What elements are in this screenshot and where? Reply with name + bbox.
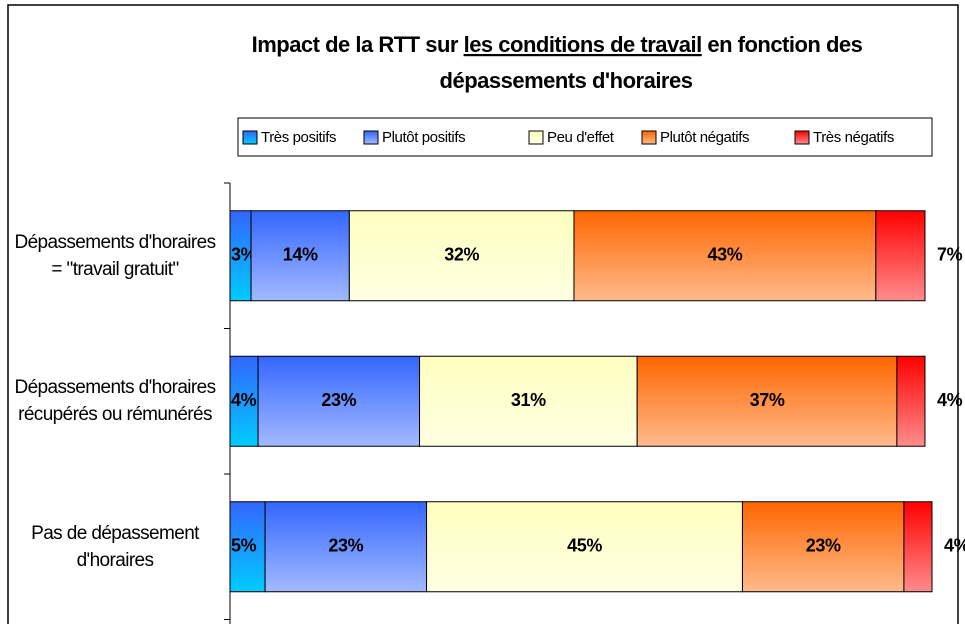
legend-label: Très négatifs: [813, 129, 894, 146]
value-label: 4%: [937, 390, 963, 410]
value-label: 23%: [806, 536, 841, 556]
bar-segment: [426, 501, 743, 593]
legend-swatch: [363, 130, 379, 145]
bar-segment: [903, 501, 933, 593]
legend-swatch: [242, 130, 258, 145]
bar-segment: [636, 355, 898, 447]
value-label: 4%: [231, 390, 257, 410]
legend-box: [237, 117, 933, 157]
bar-segment: [741, 501, 905, 593]
category-label: Pas de dépassement d'horaires: [31, 522, 199, 571]
legend-swatch: [794, 130, 810, 145]
legend-label: Plutôt positifs: [382, 129, 465, 146]
bar-segment: [875, 210, 926, 302]
title-part: Impact de la RTT sur: [252, 32, 464, 57]
value-label: 5%: [231, 536, 257, 556]
category-label: Dépassements d'horaires = "travail gratu…: [14, 231, 216, 280]
value-label: 3%: [231, 245, 257, 265]
bar-segment: [250, 210, 350, 302]
bar-segment: [896, 355, 926, 447]
legend-label: Très positifs: [261, 129, 336, 146]
bar-segment: [264, 501, 428, 593]
value-label: 23%: [321, 390, 356, 410]
value-label: 23%: [328, 536, 363, 556]
chart-title: Impact de la RTT sur les conditions de t…: [252, 32, 863, 57]
legend-label: Peu d'effet: [547, 129, 615, 146]
legend-label: Plutôt négatifs: [660, 129, 749, 146]
legend-swatch: [528, 130, 544, 145]
bar-segment: [229, 355, 259, 447]
value-label: 31%: [511, 390, 546, 410]
value-label: 14%: [283, 245, 318, 265]
value-label: 43%: [707, 245, 742, 265]
bar-segment: [348, 210, 575, 302]
bar-segment: [419, 355, 638, 447]
value-label: 7%: [937, 245, 963, 265]
chart-title: dépassements d'horaires: [440, 68, 693, 93]
value-label: 32%: [444, 245, 479, 265]
category-label: Dépassements d'horaires récupérés ou rém…: [14, 377, 216, 426]
value-label: 45%: [567, 536, 602, 556]
value-label: 4%: [944, 536, 965, 556]
legend-swatch: [641, 130, 657, 145]
bar-segment: [257, 355, 421, 447]
title-part: les conditions de travail: [464, 32, 702, 57]
title-part: en fonction des: [702, 32, 863, 57]
bar-segment: [573, 210, 877, 302]
value-label: 37%: [750, 390, 785, 410]
